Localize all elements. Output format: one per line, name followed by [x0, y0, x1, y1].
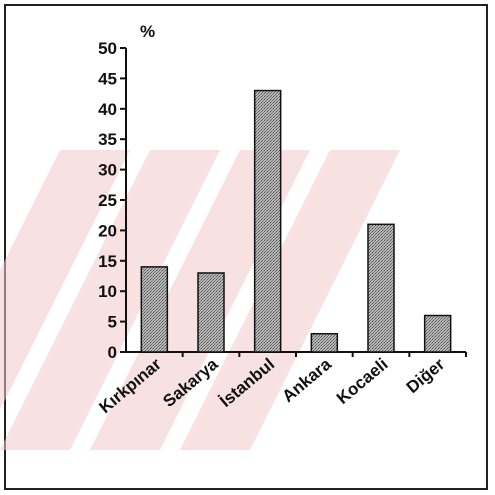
- y-tick-label: 35: [98, 130, 117, 149]
- y-tick-label: 30: [98, 161, 117, 180]
- bar-4: [310, 333, 339, 353]
- y-tick-label: 45: [98, 69, 117, 88]
- category-label: Kocaeli: [333, 355, 392, 408]
- y-tick-label: 50: [98, 39, 117, 58]
- bar-6: [423, 314, 452, 353]
- y-axis: 0 5 10 15 20 25 30 35 40 45 50: [98, 39, 127, 362]
- category-label: Diğer: [403, 354, 449, 397]
- bars: [140, 89, 452, 353]
- x-axis: [126, 351, 467, 357]
- watermark-stripe: [180, 150, 400, 450]
- y-tick-label: 20: [98, 221, 117, 240]
- y-tick-label: 40: [98, 100, 117, 119]
- y-tick-label: 10: [98, 282, 117, 301]
- bar-5: [367, 223, 395, 353]
- y-tick-label: 0: [108, 343, 117, 362]
- watermark-stripe: [0, 150, 220, 450]
- watermark-stripe: [0, 150, 130, 410]
- y-tick-label: 5: [108, 313, 117, 332]
- y-tick-label: 25: [98, 191, 117, 210]
- y-axis-unit-label: %: [140, 22, 155, 41]
- bar-1: [140, 266, 169, 353]
- bar-2: [197, 272, 225, 353]
- bar-3: [253, 89, 282, 353]
- y-tick-label: 15: [98, 252, 117, 271]
